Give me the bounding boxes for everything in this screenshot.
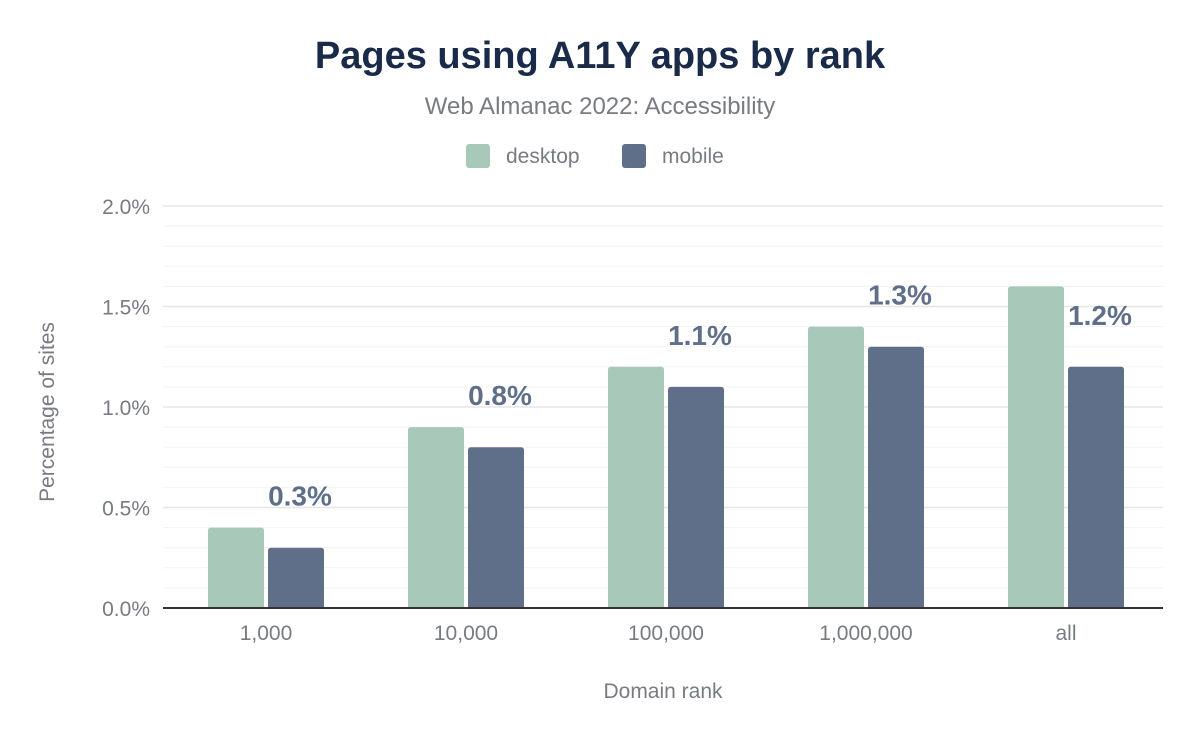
x-tick-label: 100,000 [628, 622, 704, 645]
data-label: 1.1% [668, 320, 732, 351]
x-tick-label: all [1055, 622, 1076, 645]
x-tick-label: 10,000 [434, 622, 498, 645]
bar-mobile [268, 547, 324, 608]
y-tick-label: 2.0% [102, 196, 150, 219]
data-label: 0.3% [268, 481, 332, 512]
legend-swatch-desktop [466, 144, 490, 168]
x-tick-label: 1,000,000 [819, 622, 912, 645]
x-axis-ticks: 1,000 10,000 100,000 1,000,000 all [240, 622, 1077, 645]
y-axis-ticks: 0.0% 0.5% 1.0% 1.5% 2.0% [102, 196, 150, 621]
bar-mobile [468, 447, 524, 608]
data-label: 1.2% [1068, 300, 1132, 331]
legend: desktop mobile [466, 144, 724, 168]
bar-mobile [868, 346, 924, 608]
bar-desktop [1008, 286, 1064, 608]
bar-desktop [408, 427, 464, 608]
y-axis-label: Percentage of sites [36, 322, 59, 502]
y-tick-label: 0.5% [102, 498, 150, 521]
data-labels: 0.3% 0.8% 1.1% 1.3% 1.2% [268, 280, 1132, 512]
legend-label-mobile: mobile [662, 145, 724, 168]
x-tick-label: 1,000 [240, 622, 293, 645]
bars [208, 286, 1124, 608]
y-tick-label: 1.5% [102, 297, 150, 320]
legend-label-desktop: desktop [506, 145, 580, 168]
bar-mobile [1068, 366, 1124, 608]
y-tick-label: 0.0% [102, 598, 150, 621]
bar-mobile [668, 386, 724, 608]
legend-swatch-mobile [622, 144, 646, 168]
x-axis-label: Domain rank [603, 680, 723, 703]
data-label: 1.3% [868, 280, 932, 311]
chart-subtitle: Web Almanac 2022: Accessibility [425, 93, 775, 120]
data-label: 0.8% [468, 380, 532, 411]
bar-desktop [808, 326, 864, 608]
bar-desktop [208, 527, 264, 608]
bar-desktop [608, 366, 664, 608]
chart-title: Pages using A11Y apps by rank [315, 35, 886, 77]
y-tick-label: 1.0% [102, 397, 150, 420]
